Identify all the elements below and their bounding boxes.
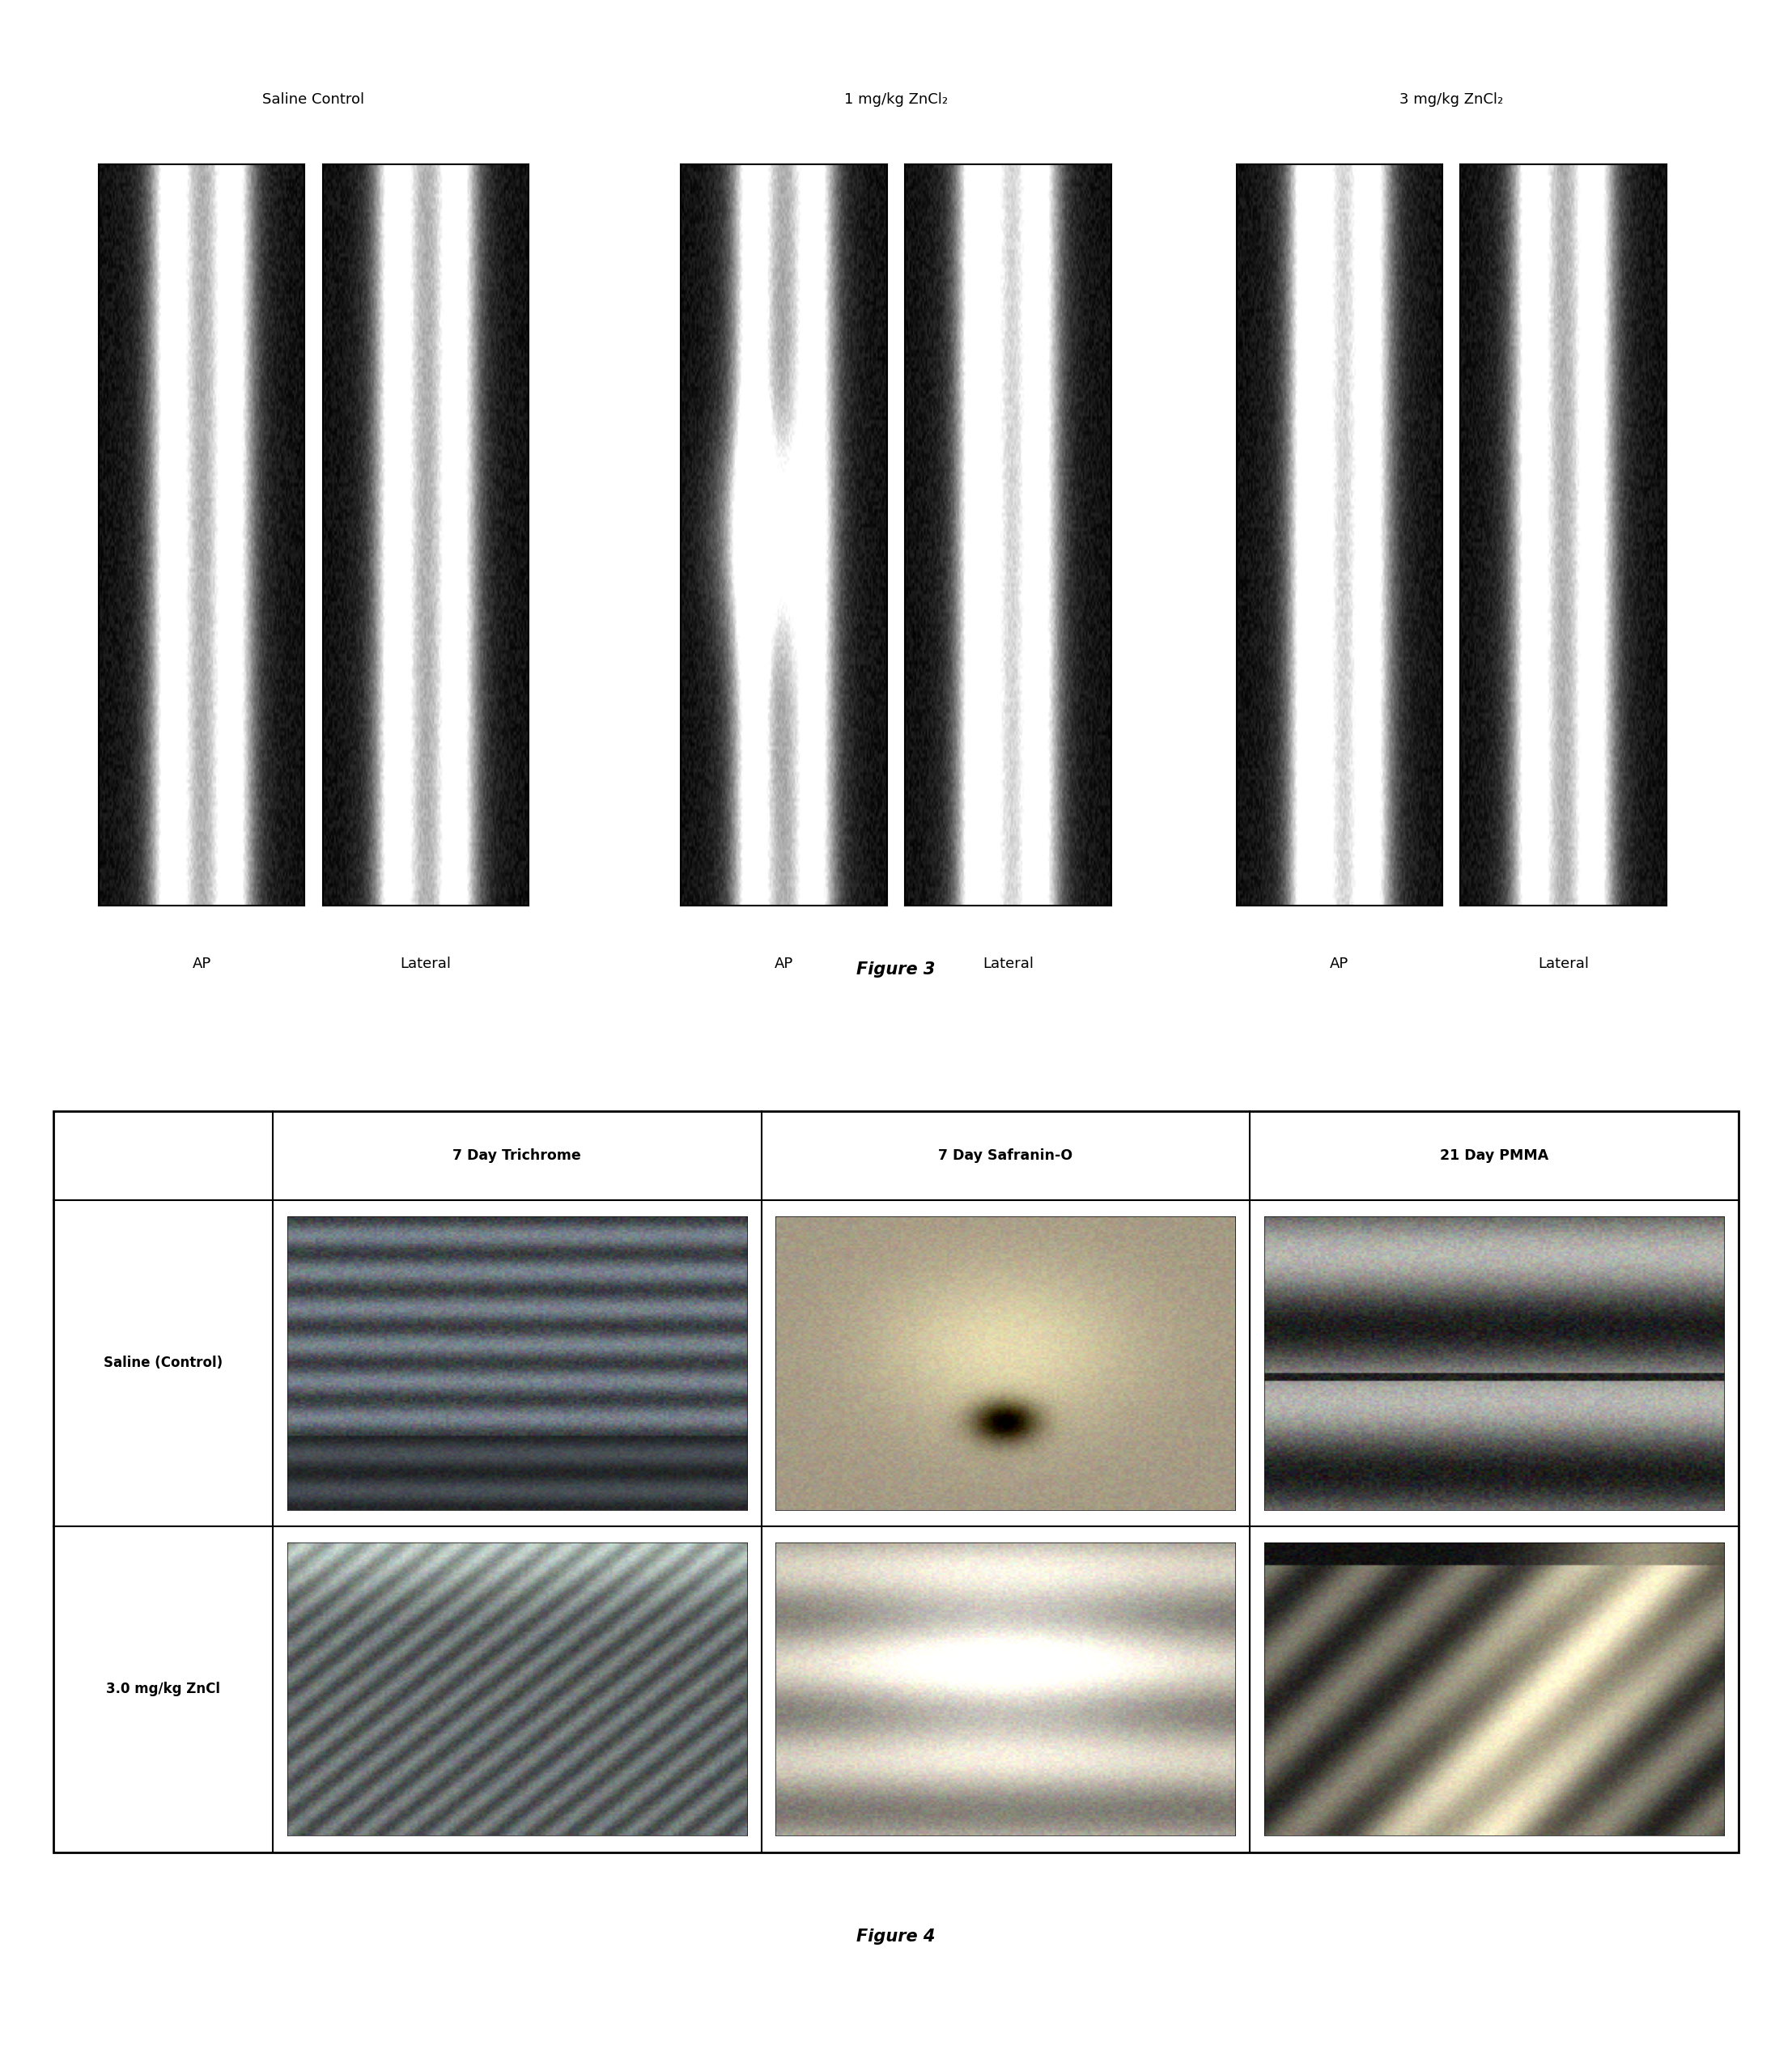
Text: Saline Control: Saline Control — [263, 93, 364, 107]
Text: AP: AP — [1330, 957, 1349, 971]
Text: Lateral: Lateral — [1538, 957, 1590, 971]
Text: AP: AP — [192, 957, 211, 971]
Text: Lateral: Lateral — [982, 957, 1034, 971]
Text: 3.0 mg/kg ZnCl: 3.0 mg/kg ZnCl — [106, 1681, 220, 1696]
Text: 7 Day Trichrome: 7 Day Trichrome — [453, 1148, 581, 1163]
Text: Lateral: Lateral — [400, 957, 452, 971]
Text: 3 mg/kg ZnCl₂: 3 mg/kg ZnCl₂ — [1400, 93, 1503, 107]
Text: Figure 4: Figure 4 — [857, 1928, 935, 1945]
Text: Figure 3: Figure 3 — [857, 961, 935, 978]
Text: 7 Day Safranin-O: 7 Day Safranin-O — [939, 1148, 1073, 1163]
Text: AP: AP — [774, 957, 794, 971]
Text: 21 Day PMMA: 21 Day PMMA — [1439, 1148, 1548, 1163]
Text: 1 mg/kg ZnCl₂: 1 mg/kg ZnCl₂ — [844, 93, 948, 107]
Text: Saline (Control): Saline (Control) — [104, 1356, 222, 1371]
